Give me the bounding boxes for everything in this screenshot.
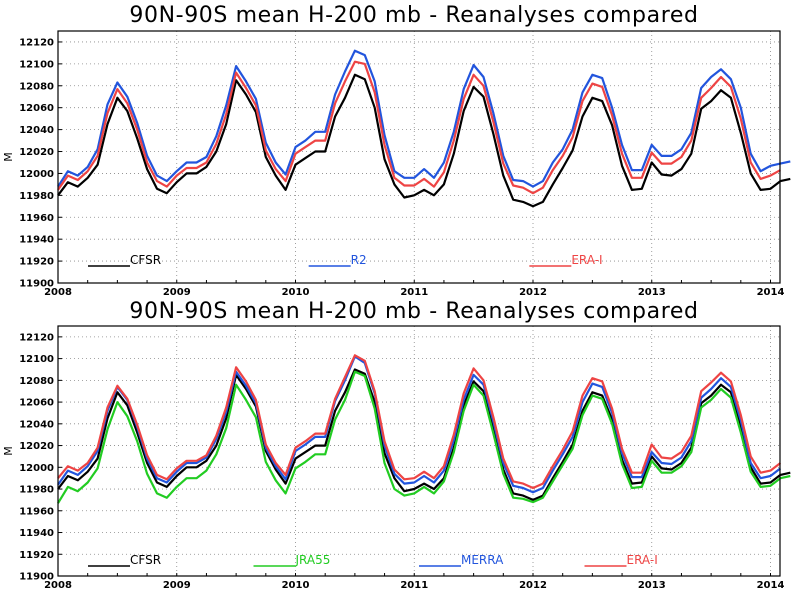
x-tick-label: 2012 (519, 287, 547, 298)
x-tick-label: 2009 (163, 580, 191, 591)
y-tick-label: 11960 (19, 213, 54, 224)
chart-panel-bottom: 90N-90S mean H-200 mb - Reanalyses compa… (0, 294, 800, 600)
series-line-cfsr (57, 73, 791, 208)
plot-area (58, 31, 780, 283)
y-tick-label: 12060 (19, 398, 54, 409)
legend-label: CFSR (130, 553, 161, 567)
y-tick-label: 11920 (19, 550, 54, 561)
series-line-r2 (57, 49, 791, 188)
chart-svg-top: 90N-90S mean H-200 mb - Reanalyses compa… (2, 3, 791, 298)
series-line-cfsr (57, 368, 791, 501)
y-tick-label: 12080 (19, 81, 54, 92)
series-line-merra (57, 355, 782, 494)
x-tick-label: 2013 (638, 580, 666, 591)
y-tick-label: 11900 (19, 279, 54, 290)
legend-label: JRA55 (295, 553, 331, 567)
y-tick-label: 11960 (19, 506, 54, 517)
legend-label: R2 (351, 253, 367, 267)
y-tick-label: 11920 (19, 257, 54, 268)
x-tick-label: 2013 (638, 287, 666, 298)
x-tick-label: 2010 (282, 287, 310, 298)
y-tick-label: 12120 (19, 332, 54, 343)
chart-title: 90N-90S mean H-200 mb - Reanalyses compa… (129, 299, 698, 324)
plot-frame (57, 325, 781, 577)
x-tick-label: 2009 (163, 287, 191, 298)
x-tick-label: 2011 (400, 580, 428, 591)
y-tick-label: 11940 (19, 528, 54, 539)
legend-label: ERA-I (571, 253, 602, 267)
chart-svg-bottom: 90N-90S mean H-200 mb - Reanalyses compa… (2, 299, 791, 591)
y-tick-label: 12000 (19, 169, 54, 180)
y-tick-label: 11940 (19, 235, 54, 246)
series-line-jra55 (57, 370, 791, 504)
legend-label: MERRA (461, 553, 504, 567)
chart-panel-top: 90N-90S mean H-200 mb - Reanalyses compa… (2, 3, 791, 298)
y-tick-label: 12020 (19, 441, 54, 452)
series-line-era-i (57, 60, 781, 195)
x-tick-label: 2011 (400, 287, 428, 298)
y-axis-label: M (2, 152, 15, 162)
y-tick-label: 11980 (19, 485, 54, 496)
series-line-era-i (57, 354, 782, 490)
chart-title: 90N-90S mean H-200 mb - Reanalyses compa… (129, 3, 698, 28)
plot-frame (57, 30, 781, 284)
y-tick-label: 12080 (19, 376, 54, 387)
x-tick-label: 2008 (44, 580, 72, 591)
y-axis-label: M (2, 446, 15, 456)
y-tick-label: 12100 (19, 354, 54, 365)
legend-label: CFSR (130, 253, 161, 267)
y-tick-label: 12040 (19, 419, 54, 430)
y-tick-label: 12100 (19, 59, 54, 70)
x-tick-label: 2014 (757, 287, 785, 298)
y-tick-label: 12000 (19, 463, 54, 474)
x-tick-label: 2014 (757, 580, 785, 591)
x-tick-label: 2008 (44, 287, 72, 298)
y-tick-label: 12120 (19, 37, 54, 48)
y-tick-label: 12060 (19, 103, 54, 114)
y-tick-label: 11900 (19, 572, 54, 583)
plot-area (58, 326, 780, 576)
x-tick-label: 2010 (282, 580, 310, 591)
y-tick-label: 12020 (19, 147, 54, 158)
y-tick-label: 12040 (19, 125, 54, 136)
y-tick-label: 11980 (19, 191, 54, 202)
legend-label: ERA-I (627, 553, 658, 567)
x-tick-label: 2012 (519, 580, 547, 591)
